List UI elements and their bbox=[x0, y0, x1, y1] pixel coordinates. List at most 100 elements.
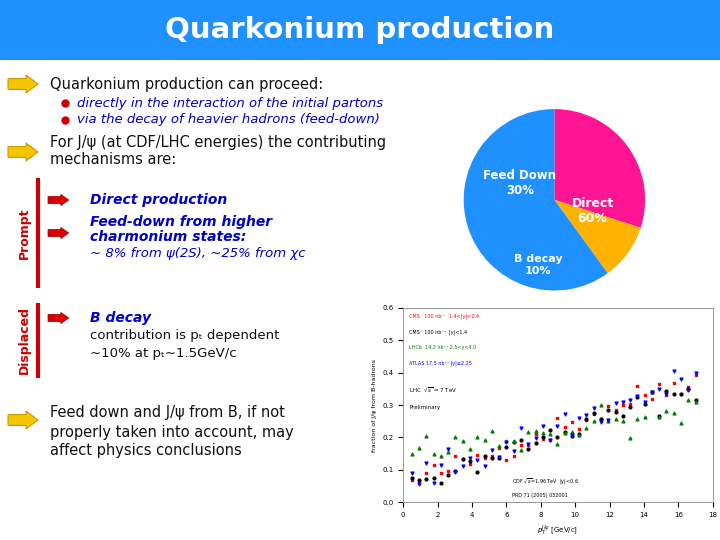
Point bbox=[486, 454, 498, 463]
CMS bbox=[617, 401, 629, 409]
CMS bbox=[690, 370, 701, 379]
CMS bbox=[479, 454, 490, 463]
Point bbox=[690, 368, 701, 377]
Point bbox=[610, 398, 621, 407]
Point bbox=[442, 444, 454, 453]
Point bbox=[668, 409, 680, 417]
Point bbox=[464, 457, 476, 465]
CMS bbox=[457, 454, 469, 463]
Point bbox=[559, 410, 570, 418]
FancyArrow shape bbox=[8, 75, 38, 93]
Point bbox=[516, 446, 527, 454]
Text: contribution is pₜ dependent: contribution is pₜ dependent bbox=[90, 329, 279, 342]
Text: LHC  $\sqrt{s}$ = 7 TeV: LHC $\sqrt{s}$ = 7 TeV bbox=[410, 386, 457, 394]
CMS bbox=[450, 452, 462, 461]
Point bbox=[552, 433, 563, 441]
Point bbox=[588, 404, 600, 413]
Point bbox=[603, 406, 614, 414]
Point bbox=[493, 454, 505, 462]
Y-axis label: fraction of J/ψ from B-hadrons: fraction of J/ψ from B-hadrons bbox=[372, 359, 377, 451]
CMS bbox=[523, 441, 534, 450]
Point bbox=[654, 413, 665, 421]
Point bbox=[573, 430, 585, 438]
Point bbox=[690, 395, 701, 404]
Point bbox=[420, 431, 432, 440]
Point bbox=[413, 475, 425, 484]
Point bbox=[472, 433, 483, 442]
Point bbox=[493, 442, 505, 450]
CMS bbox=[406, 475, 418, 484]
Point bbox=[500, 443, 512, 451]
Point bbox=[661, 387, 672, 396]
Point bbox=[523, 428, 534, 436]
Point bbox=[457, 437, 469, 445]
Point bbox=[450, 467, 462, 476]
Point bbox=[668, 367, 680, 375]
CMS bbox=[420, 469, 432, 477]
Point bbox=[442, 471, 454, 480]
Point bbox=[559, 428, 570, 437]
Wedge shape bbox=[554, 109, 645, 228]
Point bbox=[631, 414, 643, 423]
Point bbox=[544, 426, 556, 434]
CMS bbox=[472, 450, 483, 459]
Text: Direct production: Direct production bbox=[90, 193, 228, 207]
CMS bbox=[683, 383, 694, 391]
Point bbox=[413, 443, 425, 452]
Point bbox=[435, 451, 446, 460]
CMS bbox=[486, 451, 498, 460]
Point bbox=[690, 398, 701, 407]
CMS bbox=[435, 469, 446, 478]
Point bbox=[479, 452, 490, 461]
Point bbox=[646, 388, 657, 396]
Text: Feed Down
30%: Feed Down 30% bbox=[483, 170, 557, 198]
Point bbox=[631, 392, 643, 401]
FancyArrow shape bbox=[8, 143, 38, 161]
Point bbox=[631, 392, 643, 401]
Point bbox=[537, 432, 549, 441]
CMS bbox=[588, 409, 600, 418]
CMS bbox=[661, 390, 672, 399]
Point bbox=[464, 454, 476, 462]
Text: ∼ 8% from ψ(2S), ∼25% from χc: ∼ 8% from ψ(2S), ∼25% from χc bbox=[90, 247, 305, 260]
CMS bbox=[654, 380, 665, 389]
Point bbox=[500, 437, 512, 445]
FancyArrow shape bbox=[8, 411, 38, 429]
Point bbox=[450, 468, 462, 476]
Point bbox=[639, 397, 650, 406]
Point bbox=[413, 480, 425, 489]
Point bbox=[544, 436, 556, 444]
Point bbox=[624, 395, 636, 404]
Text: ∼10% at pₜ∼1.5GeV/c: ∼10% at pₜ∼1.5GeV/c bbox=[90, 347, 237, 360]
Point bbox=[442, 447, 454, 456]
CMS bbox=[559, 422, 570, 431]
Point bbox=[537, 422, 549, 430]
CMS bbox=[493, 444, 505, 453]
CMS bbox=[610, 406, 621, 414]
Point bbox=[406, 474, 418, 483]
Point bbox=[624, 434, 636, 442]
CMS bbox=[675, 390, 687, 399]
Point bbox=[683, 386, 694, 395]
CMS bbox=[544, 435, 556, 444]
Bar bbox=[0, 0, 720, 60]
Point bbox=[675, 389, 687, 398]
Text: Preliminary: Preliminary bbox=[410, 405, 441, 410]
Text: Quarkonium production can proceed:: Quarkonium production can proceed: bbox=[50, 77, 323, 91]
Point bbox=[675, 375, 687, 384]
Text: ATLAS 17.5 nb⁻¹ |y|≤2.25: ATLAS 17.5 nb⁻¹ |y|≤2.25 bbox=[410, 360, 472, 366]
Point bbox=[420, 475, 432, 483]
Point bbox=[603, 416, 614, 424]
CMS bbox=[530, 430, 541, 438]
Point bbox=[617, 397, 629, 406]
Point bbox=[610, 407, 621, 416]
Text: LHCb  14.2 nb⁻¹ 2.5<y<4.0: LHCb 14.2 nb⁻¹ 2.5<y<4.0 bbox=[410, 345, 477, 350]
Point bbox=[661, 390, 672, 399]
Text: Direct
60%: Direct 60% bbox=[572, 197, 613, 225]
Point bbox=[595, 417, 607, 426]
Point bbox=[617, 417, 629, 426]
Text: Prompt: Prompt bbox=[17, 207, 30, 259]
Point bbox=[486, 446, 498, 455]
Point bbox=[573, 430, 585, 439]
CMS bbox=[566, 417, 577, 426]
